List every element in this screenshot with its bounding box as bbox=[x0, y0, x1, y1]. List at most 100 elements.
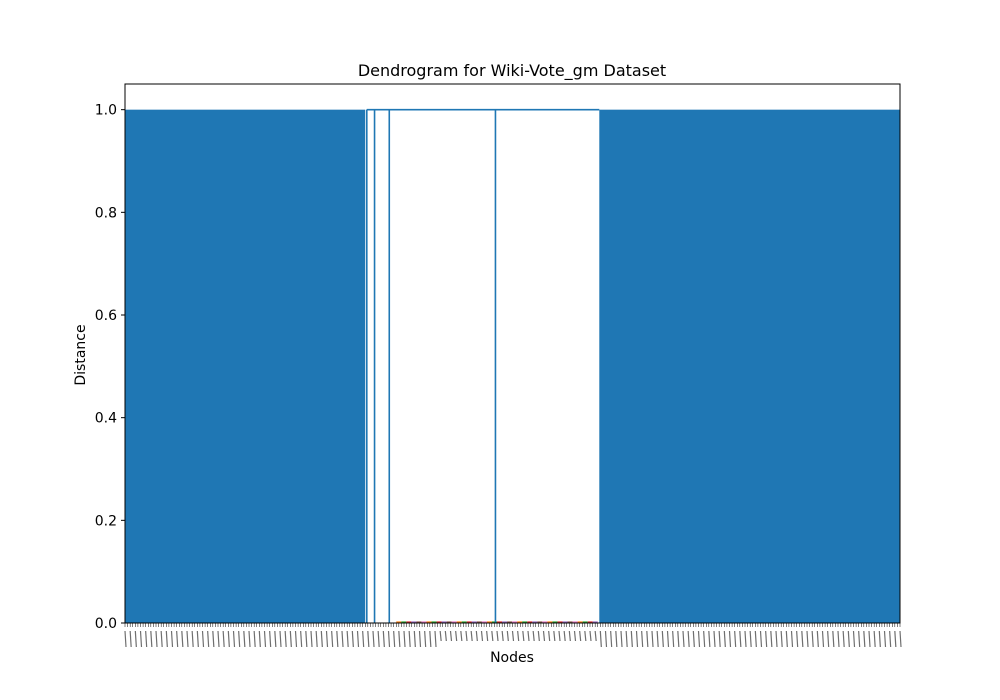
leaf-label-mark bbox=[222, 630, 225, 648]
leaf-label-mark bbox=[506, 630, 509, 642]
leaf-label-mark bbox=[491, 630, 494, 642]
leaf-label-mark bbox=[548, 630, 551, 642]
leaf-label-mark bbox=[310, 630, 313, 648]
leaf-label-mark bbox=[176, 630, 179, 648]
leaf-label-mark bbox=[754, 630, 757, 648]
leaf-label-mark bbox=[393, 630, 396, 648]
leaf-label-mark bbox=[124, 630, 127, 648]
leaf-label-mark bbox=[692, 630, 695, 648]
leaf-label-mark bbox=[382, 630, 385, 648]
leaf-label-mark bbox=[666, 630, 670, 648]
leaf-label-mark bbox=[320, 630, 323, 648]
dense-cluster-block-0 bbox=[125, 109, 366, 623]
leaf-label-mark bbox=[883, 630, 887, 648]
leaf-label-mark bbox=[744, 630, 747, 648]
leaf-label-mark bbox=[589, 630, 592, 642]
chart-title: Dendrogram for Wiki-Vote_gm Dataset bbox=[358, 61, 666, 81]
leaf-label-mark bbox=[289, 630, 292, 648]
y-tick-label: 1.0 bbox=[95, 103, 117, 119]
dense-cluster-block-5 bbox=[599, 109, 900, 623]
leaf-label-mark bbox=[723, 630, 726, 648]
leaf-label-mark bbox=[852, 630, 856, 648]
leaf-label-mark bbox=[238, 630, 241, 648]
leaf-label-mark bbox=[201, 630, 205, 648]
leaf-label-mark bbox=[594, 630, 597, 642]
leaf-label-mark bbox=[708, 630, 711, 648]
leaf-label-mark bbox=[377, 630, 380, 648]
leaf-label-mark bbox=[449, 630, 453, 642]
leaf-label-mark bbox=[878, 630, 881, 648]
leaf-label-mark bbox=[568, 630, 571, 642]
x-axis bbox=[124, 623, 902, 648]
leaf-label-mark bbox=[646, 630, 649, 648]
leaf-label-mark bbox=[356, 630, 360, 648]
leaf-label-mark bbox=[486, 630, 489, 642]
leaf-label-mark bbox=[418, 630, 422, 648]
leaf-label-mark bbox=[274, 630, 277, 648]
leaf-label-mark bbox=[160, 630, 163, 648]
leaf-label-mark bbox=[558, 630, 561, 642]
leaf-label-mark bbox=[408, 630, 411, 648]
leaf-label-mark bbox=[413, 630, 416, 648]
leaf-label-mark bbox=[827, 630, 830, 648]
leaf-label-mark bbox=[212, 630, 215, 648]
leaf-label-mark bbox=[387, 630, 391, 648]
leaf-label-mark bbox=[305, 630, 308, 648]
leaf-label-mark bbox=[801, 630, 804, 648]
leaf-label-mark bbox=[263, 630, 267, 648]
leaf-label-mark bbox=[336, 630, 339, 648]
leaf-label-mark bbox=[739, 630, 742, 648]
leaf-label-mark bbox=[527, 630, 530, 642]
leaf-label-mark bbox=[816, 630, 819, 648]
leaf-label-mark bbox=[455, 630, 458, 642]
leaf-label-mark bbox=[858, 630, 861, 648]
leaf-label-mark bbox=[424, 630, 427, 648]
leaf-label-mark bbox=[796, 630, 799, 648]
leaf-label-mark bbox=[806, 630, 809, 648]
leaf-label-mark bbox=[191, 630, 194, 648]
leaf-label-mark bbox=[672, 630, 675, 648]
leaf-label-mark bbox=[372, 630, 375, 648]
leaf-label-mark bbox=[837, 630, 840, 648]
leaf-label-mark bbox=[889, 630, 892, 648]
leaf-label-mark bbox=[367, 630, 370, 648]
leaf-label-mark bbox=[511, 630, 515, 642]
y-tick-label: 0.8 bbox=[95, 205, 117, 221]
leaf-label-mark bbox=[868, 630, 871, 648]
leaf-label-mark bbox=[610, 630, 613, 648]
leaf-label-mark bbox=[599, 630, 602, 648]
leaf-label-mark bbox=[150, 630, 153, 648]
leaf-label-mark bbox=[656, 630, 659, 648]
y-axis: 0.0 0.2 0.4 0.6 0.8 1.0 bbox=[95, 103, 125, 632]
leaf-label-mark bbox=[196, 630, 199, 648]
x-axis-label: Nodes bbox=[490, 650, 534, 666]
leaf-label-mark bbox=[832, 630, 835, 648]
leaf-label-mark bbox=[718, 630, 721, 648]
leaf-label-mark bbox=[894, 630, 897, 648]
y-tick-label: 0.0 bbox=[95, 616, 117, 632]
leaf-label-mark bbox=[165, 630, 168, 648]
leaf-label-mark bbox=[734, 630, 737, 648]
leaf-label-mark bbox=[480, 630, 484, 642]
leaf-label-mark bbox=[780, 630, 783, 648]
leaf-label-mark bbox=[620, 630, 623, 648]
leaf-label-mark bbox=[573, 630, 577, 642]
leaf-label-mark bbox=[434, 630, 437, 648]
leaf-label-mark bbox=[604, 630, 608, 648]
leaf-label-mark bbox=[294, 630, 298, 648]
leaf-label-mark bbox=[532, 630, 535, 642]
leaf-label-mark bbox=[475, 630, 478, 642]
leaf-label-mark bbox=[697, 630, 701, 648]
leaf-label-mark bbox=[790, 630, 794, 648]
leaf-label-mark bbox=[873, 630, 876, 648]
leaf-label-mark bbox=[661, 630, 664, 648]
plot-area bbox=[124, 83, 901, 624]
leaf-label-mark bbox=[584, 630, 587, 642]
leaf-label-mark bbox=[362, 630, 365, 648]
leaf-label-texture bbox=[124, 630, 902, 648]
leaf-label-mark bbox=[635, 630, 639, 648]
leaf-label-mark bbox=[537, 630, 540, 642]
leaf-label-mark bbox=[439, 630, 442, 642]
leaf-label-mark bbox=[542, 630, 546, 642]
x-tick-marks bbox=[124, 623, 901, 627]
